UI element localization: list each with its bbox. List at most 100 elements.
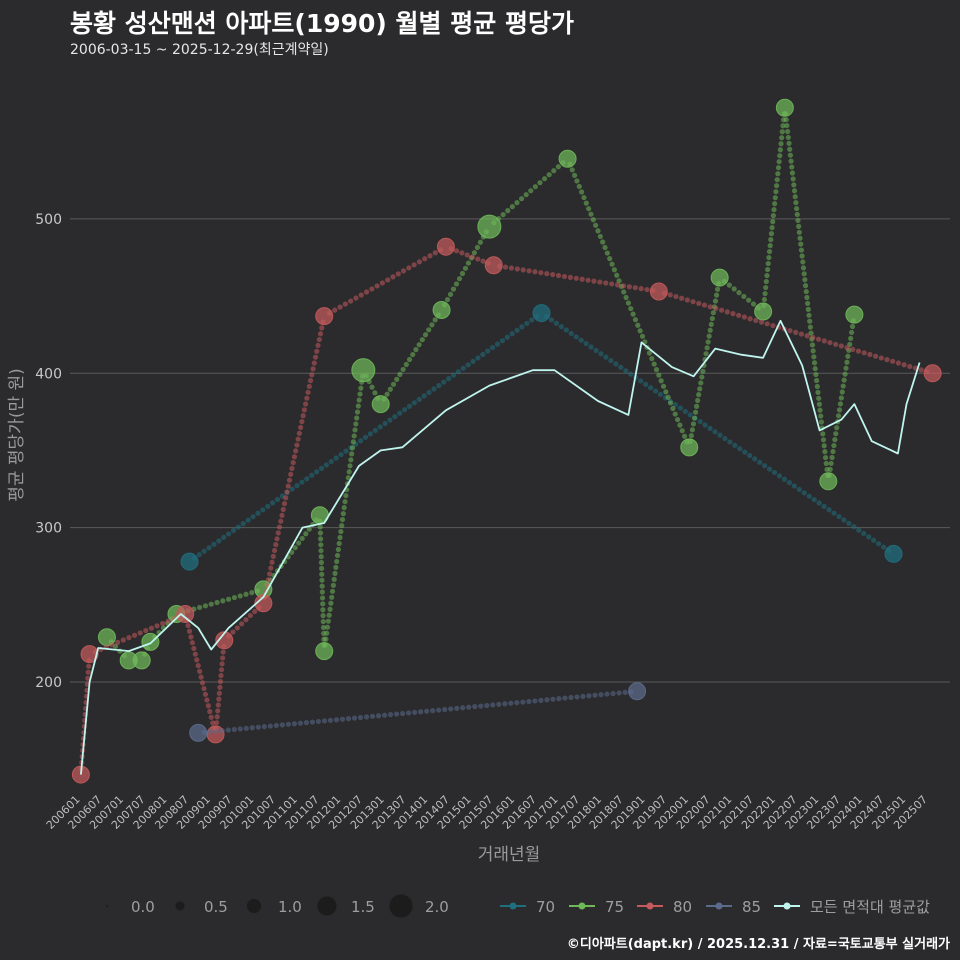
trend-dot [626,284,632,290]
trend-dot [318,559,324,566]
trend-dot [821,338,827,344]
y-tick-labels: 200 300 400 500 [35,212,62,691]
trend-dot [329,588,336,594]
trend-dot [206,545,212,551]
legend-label: 70 [536,898,555,916]
trend-dot [660,383,667,389]
legend-label: 85 [742,898,761,916]
trend-dot [192,651,198,657]
trend-dot [867,351,873,358]
trend-dot [299,535,305,542]
trend-dot [454,705,460,711]
trend-dot [753,317,759,324]
trend-dot [818,419,825,425]
trend-dot [764,272,770,279]
trend-dot [327,606,333,612]
trend-dot [199,680,206,686]
trend-dot [707,304,713,310]
data-point [680,438,699,457]
trend-dot [318,565,325,572]
trend-dot [85,669,91,675]
trend-dot [317,331,324,337]
trend-dot [574,178,580,184]
trend-dot [791,188,798,194]
trend-dot [196,552,202,558]
trend-dot [851,524,857,530]
trend-dot [260,507,266,513]
trend-dot [432,250,438,256]
trend-dot [218,667,225,673]
trend-dot [604,250,610,256]
data-point [845,305,864,324]
data-point [532,304,551,323]
trend-dot [509,204,515,210]
trend-dot [441,379,447,385]
trend-dot [216,690,222,696]
legend-key-dot [715,902,723,910]
trend-dot [833,431,839,437]
trend-dot [667,400,674,406]
trend-dot [651,361,657,367]
trend-dot [555,272,562,279]
trend-dot [472,704,478,710]
trend-dot [644,286,650,293]
trend-dot [453,281,460,287]
trend-dot [283,495,289,501]
trend-dot [324,624,331,630]
trend-dot [672,411,678,417]
trend-dot [275,530,281,536]
trend-dot [569,167,575,173]
trend-dot [220,598,226,604]
x-tick-labels: 2006012006072007012007072008012008072009… [44,793,930,832]
trend-dot [419,337,425,343]
trend-dot [687,412,693,418]
trend-dot [318,548,324,554]
trend-dot [204,697,210,703]
trend-dot [786,140,792,146]
trend-dot [318,542,324,548]
trend-dot [572,172,578,178]
trend-dot [363,289,370,295]
trend-dot [309,719,316,725]
trend-dot [120,637,126,643]
trend-dot [395,271,401,277]
trend-dot [811,496,817,503]
trend-dot [884,357,890,363]
trend-dot [427,253,433,259]
trend-dot [205,703,211,709]
trend-dot [665,394,671,400]
trend-dot [538,270,544,276]
data-point [180,552,199,571]
trend-dot [460,705,466,711]
data-point [176,605,195,624]
trend-dot [299,479,305,485]
trend-dot [770,213,776,219]
trend-dot [833,341,839,347]
trend-dot [328,458,334,465]
trend-dot [765,260,771,267]
trend-dot [496,701,502,707]
trend-dot [550,271,556,278]
trend-dot [338,528,344,535]
trend-dot [387,386,393,392]
trend-dot [274,536,280,542]
trend-dot [563,327,569,333]
trend-dot [208,714,214,720]
trend-dot [766,466,773,472]
trend-dot [820,437,827,443]
trend-dot [475,355,481,361]
trend-dot [777,147,783,153]
trend-dot [357,714,364,721]
trend-dot [372,427,378,434]
trend-dot [341,505,347,511]
trend-dot [273,722,279,729]
trend-dot [215,708,221,714]
trend-dot [508,700,514,706]
trend-dot [544,697,550,703]
trend-dot [526,268,532,274]
trend-dot [416,342,422,348]
trend-dot [556,696,562,702]
trend-dot [698,380,704,386]
trend-dot [681,433,688,439]
trend-dot [411,262,417,268]
